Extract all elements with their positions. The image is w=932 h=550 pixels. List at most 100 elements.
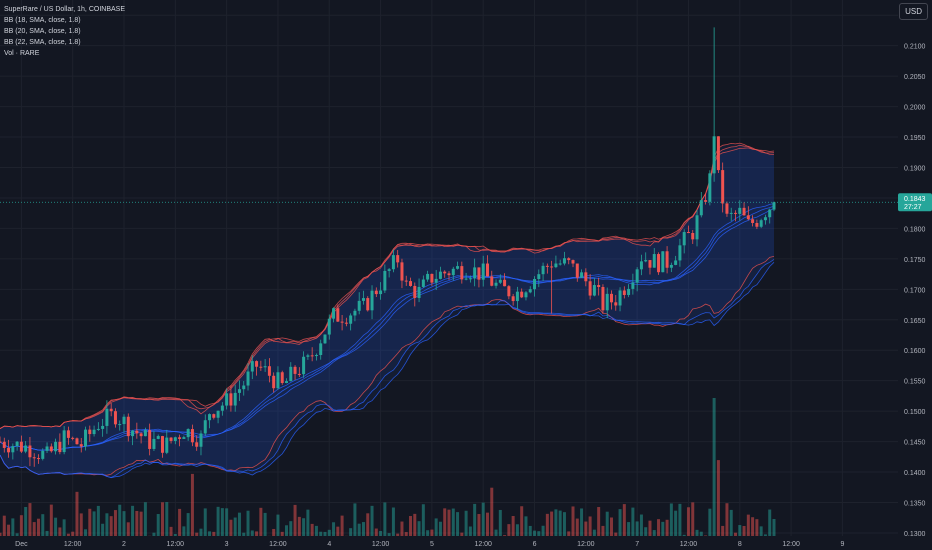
candle-body (550, 266, 554, 268)
candle-body (190, 429, 194, 443)
time-tick-label: 3 (225, 541, 229, 548)
volume-bar (477, 514, 481, 536)
volume-bar (494, 529, 498, 536)
volume-bar (58, 527, 62, 536)
volume-bar (554, 509, 558, 536)
price-tick-label: 0.2000 (904, 105, 926, 112)
volume-bar (721, 525, 725, 536)
candle-body (220, 405, 224, 411)
volume-bar (349, 528, 353, 536)
candle-body (88, 429, 92, 435)
candle-body (477, 267, 481, 280)
volume-bar (49, 504, 53, 536)
candle-body (169, 437, 173, 441)
candle-body (152, 438, 156, 449)
band-fill-2 (0, 145, 774, 478)
volume-bar (212, 531, 216, 536)
volume-bar (661, 521, 665, 536)
candle-body (19, 441, 23, 452)
candle-body (751, 219, 755, 223)
volume-bar (109, 516, 113, 536)
candle-body (759, 220, 763, 227)
volume-bar (468, 526, 472, 536)
volume-bar (280, 531, 284, 536)
price-tick-label: 0.1650 (904, 318, 926, 325)
time-tick-label: 12:00 (167, 541, 185, 548)
volume-bar (631, 507, 635, 536)
bb-22-legend[interactable]: BB (22, SMA, close, 1.8) (4, 39, 81, 46)
candle-body (537, 274, 541, 280)
volume-bar (105, 513, 109, 536)
candle-body (631, 282, 635, 289)
volume-bar (695, 529, 699, 536)
volume-bar (592, 529, 596, 536)
volume-bar (734, 532, 738, 536)
volume-bar (558, 510, 562, 536)
time-tick-label: 12:00 (680, 541, 698, 548)
price-tick-label: 0.1600 (904, 348, 926, 355)
symbol-title[interactable]: SuperRare / US Dollar, 1h, COINBASE (4, 6, 125, 13)
candle-body (332, 308, 336, 319)
volume-bar (438, 521, 442, 536)
candle-body (678, 245, 682, 261)
candle-body (225, 393, 229, 406)
volume-bar (545, 513, 549, 536)
volume-bar (763, 534, 767, 536)
volume-bar (652, 530, 656, 536)
candle-body (473, 267, 477, 279)
candle-body (426, 273, 430, 280)
volume-bar (618, 509, 622, 536)
volume-bar (71, 531, 75, 536)
candle-body (520, 291, 524, 298)
candle-body (323, 334, 327, 344)
currency-button[interactable]: USD (899, 3, 928, 20)
candle-body (746, 215, 750, 220)
volume-bar (755, 519, 759, 536)
candle-body (738, 207, 742, 214)
candle-body (597, 285, 601, 287)
candle-body (109, 408, 113, 412)
volume-bar (524, 516, 528, 536)
volume-bar (237, 512, 241, 536)
volume-bar (541, 525, 545, 536)
volume-bar (609, 517, 613, 536)
volume-bar (742, 526, 746, 536)
volume-bar (601, 525, 605, 536)
candle-body (575, 263, 579, 278)
volume-bar (396, 533, 400, 536)
bb-18-legend[interactable]: BB (18, SMA, close, 1.8) (4, 17, 81, 24)
volume-bar (229, 519, 233, 536)
volume-bar (28, 503, 32, 536)
bollinger-bands (0, 142, 775, 479)
last-price-tag-bg (898, 193, 932, 212)
candle-body (84, 429, 88, 447)
volume-bar (361, 522, 365, 536)
volume-bar (101, 523, 105, 536)
price-tick-label: 0.2050 (904, 74, 926, 81)
volume-bar (473, 503, 477, 536)
volume-bar (738, 525, 742, 536)
candle-body (314, 355, 318, 357)
candle-body (306, 355, 310, 357)
volume-bar (45, 530, 49, 536)
upper-band-3 (0, 147, 775, 429)
volume-bars (0, 398, 776, 536)
candle-body (464, 278, 468, 280)
candle-body (195, 442, 199, 447)
volume-bar (635, 521, 639, 536)
candle-body (695, 215, 699, 240)
volume-bar (772, 518, 776, 536)
candle-body (233, 392, 237, 406)
candle-body (515, 291, 519, 302)
volume-legend[interactable]: Vol · RARE (4, 50, 40, 57)
volume-bar (571, 506, 575, 536)
grid-lines (0, 0, 898, 536)
price-tick-label: 0.1750 (904, 257, 926, 264)
candle-body (400, 262, 404, 281)
volume-bar (379, 530, 383, 536)
candle-body (237, 389, 241, 393)
candle-body (126, 416, 130, 437)
bb-20-legend[interactable]: BB (20, SMA, close, 1.8) (4, 28, 81, 35)
candle-body (15, 441, 19, 447)
